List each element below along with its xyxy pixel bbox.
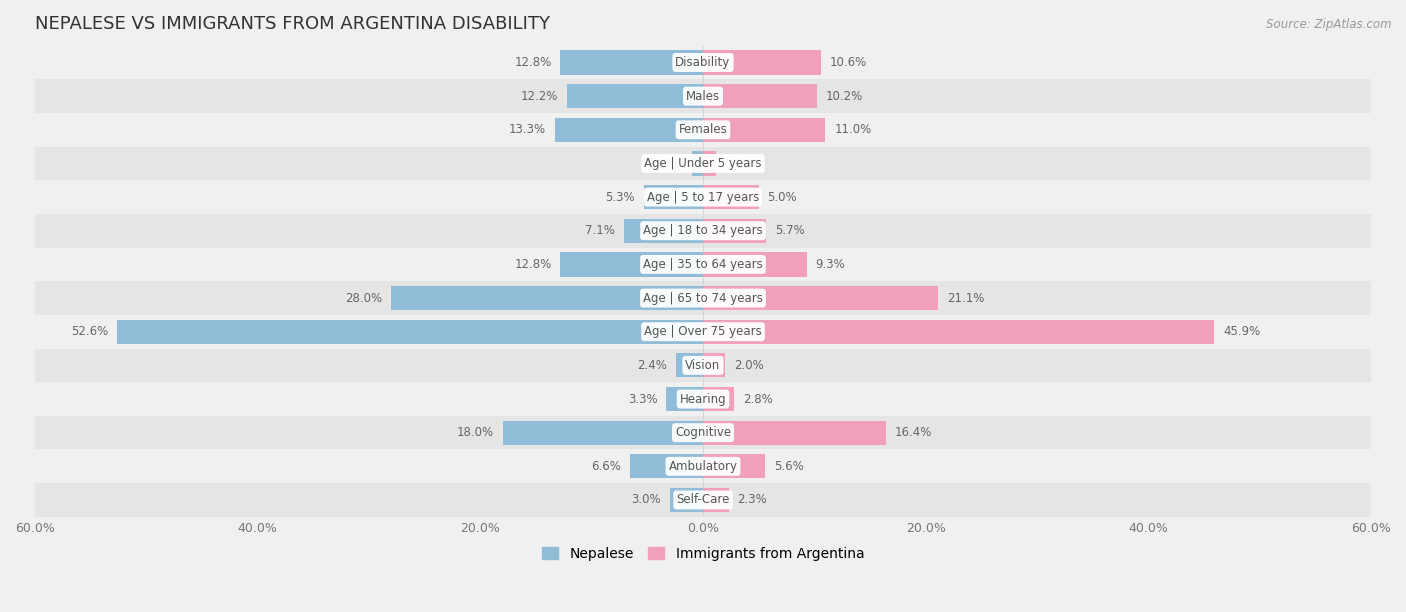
- Text: Disability: Disability: [675, 56, 731, 69]
- Text: 2.3%: 2.3%: [738, 493, 768, 507]
- Bar: [35, 382, 1371, 416]
- Text: 6.6%: 6.6%: [591, 460, 620, 473]
- Text: 9.3%: 9.3%: [815, 258, 845, 271]
- Bar: [669, 488, 703, 512]
- Bar: [676, 353, 703, 378]
- Bar: [703, 218, 766, 243]
- Bar: [703, 252, 807, 277]
- Bar: [35, 46, 1371, 80]
- Text: 5.0%: 5.0%: [768, 190, 797, 204]
- Text: 7.1%: 7.1%: [585, 224, 614, 237]
- Text: 2.4%: 2.4%: [637, 359, 668, 372]
- Text: Ambulatory: Ambulatory: [668, 460, 738, 473]
- Text: 0.97%: 0.97%: [645, 157, 683, 170]
- Bar: [703, 353, 725, 378]
- Bar: [703, 420, 886, 445]
- Bar: [703, 84, 817, 108]
- Text: 2.8%: 2.8%: [744, 392, 773, 406]
- Text: Self-Care: Self-Care: [676, 493, 730, 507]
- Bar: [567, 84, 703, 108]
- Text: Age | 35 to 64 years: Age | 35 to 64 years: [643, 258, 763, 271]
- Bar: [35, 282, 1371, 315]
- Text: 11.0%: 11.0%: [834, 123, 872, 136]
- Text: Males: Males: [686, 89, 720, 103]
- Bar: [703, 319, 1213, 344]
- Text: 13.3%: 13.3%: [509, 123, 546, 136]
- Bar: [35, 449, 1371, 483]
- Bar: [630, 454, 703, 479]
- Bar: [703, 118, 825, 142]
- Bar: [502, 420, 703, 445]
- Text: Source: ZipAtlas.com: Source: ZipAtlas.com: [1267, 18, 1392, 31]
- Text: 1.2%: 1.2%: [725, 157, 755, 170]
- Text: Cognitive: Cognitive: [675, 426, 731, 439]
- Text: Age | 5 to 17 years: Age | 5 to 17 years: [647, 190, 759, 204]
- Text: 5.3%: 5.3%: [606, 190, 636, 204]
- Text: 45.9%: 45.9%: [1223, 325, 1260, 338]
- Bar: [35, 181, 1371, 214]
- Bar: [624, 218, 703, 243]
- Bar: [644, 185, 703, 209]
- Bar: [35, 147, 1371, 181]
- Bar: [35, 214, 1371, 248]
- Text: 3.3%: 3.3%: [627, 392, 658, 406]
- Bar: [35, 113, 1371, 147]
- Text: 12.8%: 12.8%: [515, 56, 551, 69]
- Bar: [561, 50, 703, 75]
- Text: 18.0%: 18.0%: [457, 426, 494, 439]
- Bar: [703, 286, 938, 310]
- Text: 10.6%: 10.6%: [830, 56, 868, 69]
- Text: Age | Over 75 years: Age | Over 75 years: [644, 325, 762, 338]
- Text: 2.0%: 2.0%: [734, 359, 763, 372]
- Bar: [561, 252, 703, 277]
- Text: NEPALESE VS IMMIGRANTS FROM ARGENTINA DISABILITY: NEPALESE VS IMMIGRANTS FROM ARGENTINA DI…: [35, 15, 550, 33]
- Text: 12.8%: 12.8%: [515, 258, 551, 271]
- Bar: [391, 286, 703, 310]
- Bar: [666, 387, 703, 411]
- Bar: [35, 80, 1371, 113]
- Bar: [703, 488, 728, 512]
- Text: 5.6%: 5.6%: [775, 460, 804, 473]
- Bar: [555, 118, 703, 142]
- Text: Age | 18 to 34 years: Age | 18 to 34 years: [643, 224, 763, 237]
- Bar: [703, 50, 821, 75]
- Bar: [35, 248, 1371, 282]
- Legend: Nepalese, Immigrants from Argentina: Nepalese, Immigrants from Argentina: [536, 541, 870, 566]
- Bar: [703, 185, 759, 209]
- Text: Vision: Vision: [685, 359, 721, 372]
- Text: 21.1%: 21.1%: [946, 291, 984, 305]
- Text: Age | 65 to 74 years: Age | 65 to 74 years: [643, 291, 763, 305]
- Bar: [35, 349, 1371, 382]
- Text: 52.6%: 52.6%: [72, 325, 108, 338]
- Text: Females: Females: [679, 123, 727, 136]
- Bar: [35, 315, 1371, 349]
- Text: 10.2%: 10.2%: [825, 89, 863, 103]
- Text: Age | Under 5 years: Age | Under 5 years: [644, 157, 762, 170]
- Bar: [35, 416, 1371, 449]
- Text: 16.4%: 16.4%: [894, 426, 932, 439]
- Bar: [703, 151, 717, 176]
- Bar: [703, 387, 734, 411]
- Text: 12.2%: 12.2%: [520, 89, 558, 103]
- Text: 28.0%: 28.0%: [346, 291, 382, 305]
- Bar: [35, 483, 1371, 517]
- Text: Hearing: Hearing: [679, 392, 727, 406]
- Bar: [703, 454, 765, 479]
- Text: 5.7%: 5.7%: [775, 224, 806, 237]
- Text: 3.0%: 3.0%: [631, 493, 661, 507]
- Bar: [692, 151, 703, 176]
- Bar: [117, 319, 703, 344]
